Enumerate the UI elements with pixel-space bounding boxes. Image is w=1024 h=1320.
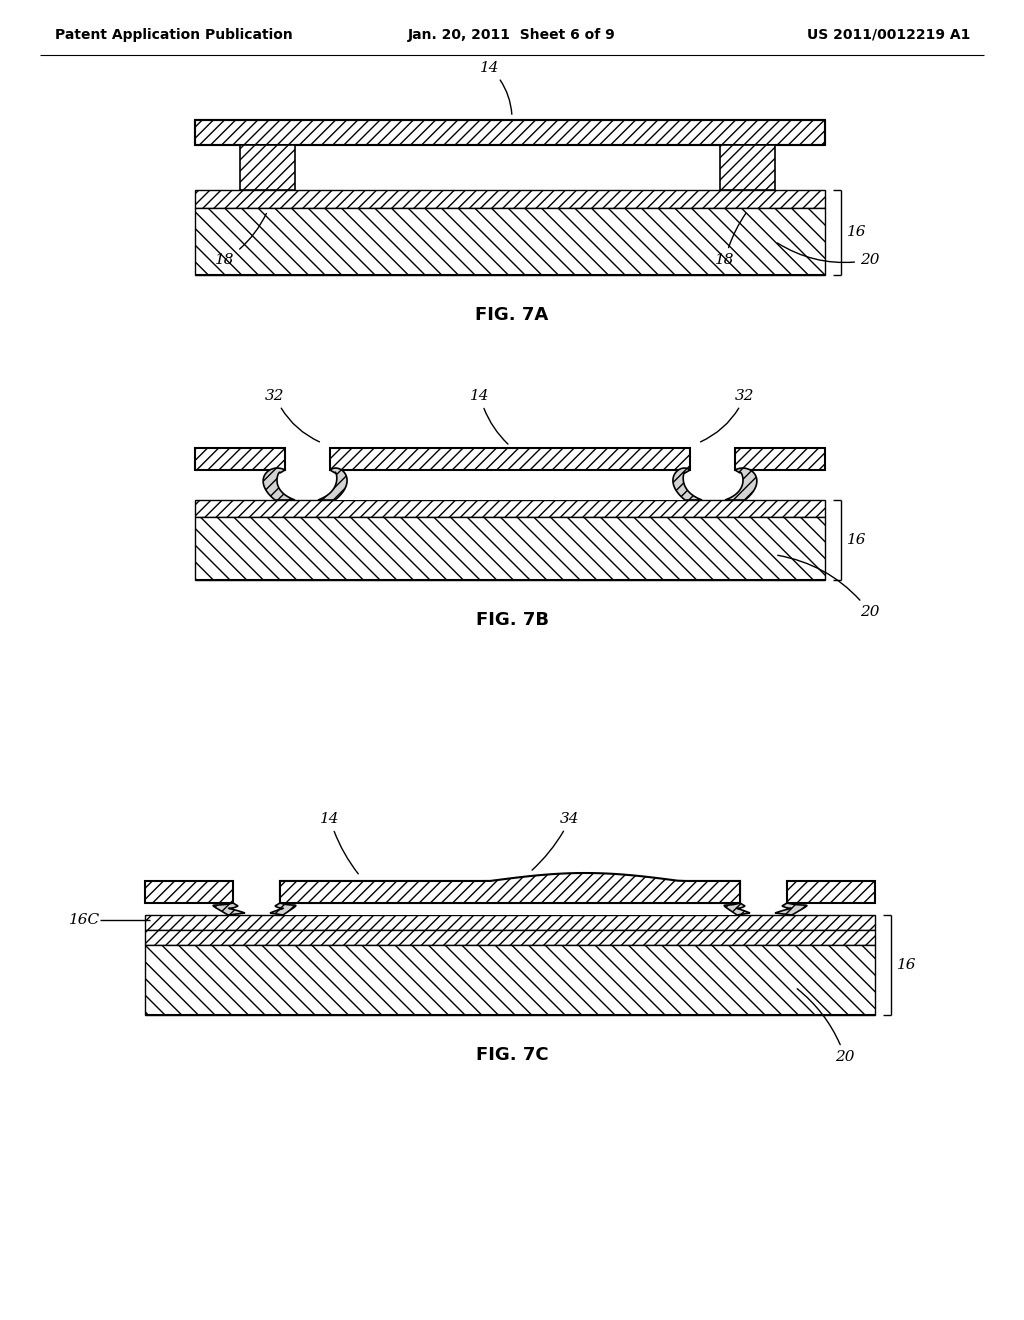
Text: Patent Application Publication: Patent Application Publication [55, 28, 293, 42]
Text: 16: 16 [897, 958, 916, 972]
Text: 14: 14 [480, 61, 512, 115]
Polygon shape [775, 903, 807, 915]
Text: FIG. 7C: FIG. 7C [476, 1045, 548, 1064]
Text: 20: 20 [777, 243, 880, 267]
Bar [195, 145, 825, 190]
Polygon shape [280, 873, 740, 903]
Bar [145, 945, 874, 1015]
Bar [195, 120, 825, 145]
Polygon shape [270, 903, 296, 915]
Bar [280, 903, 740, 915]
Bar [195, 500, 825, 517]
Bar [195, 447, 285, 470]
Bar [145, 880, 233, 903]
Bar [330, 470, 690, 500]
Text: 32: 32 [700, 389, 755, 442]
Bar [330, 447, 690, 470]
Polygon shape [263, 469, 295, 500]
Text: Jan. 20, 2011  Sheet 6 of 9: Jan. 20, 2011 Sheet 6 of 9 [409, 28, 615, 42]
Text: FIG. 7A: FIG. 7A [475, 306, 549, 323]
Bar [240, 145, 295, 190]
Text: 32: 32 [265, 389, 319, 442]
Bar [145, 915, 874, 931]
Text: 16: 16 [847, 533, 866, 546]
Text: 18: 18 [715, 214, 745, 267]
Polygon shape [318, 469, 347, 500]
Bar [735, 447, 825, 470]
Text: US 2011/0012219 A1: US 2011/0012219 A1 [807, 28, 970, 42]
Text: 20: 20 [778, 556, 880, 619]
Text: 16: 16 [847, 226, 866, 239]
Bar [195, 190, 825, 209]
Bar [720, 145, 775, 190]
Bar [280, 880, 740, 903]
Bar [145, 931, 874, 945]
Polygon shape [673, 469, 702, 500]
Text: 14: 14 [321, 812, 358, 874]
Polygon shape [213, 903, 245, 915]
Text: 18: 18 [215, 214, 266, 267]
Bar [787, 880, 874, 903]
Bar [195, 209, 825, 275]
Text: 14: 14 [470, 389, 508, 444]
Text: 34: 34 [532, 812, 580, 870]
Polygon shape [724, 903, 750, 915]
Bar [195, 517, 825, 579]
Polygon shape [725, 469, 757, 500]
Text: 16C: 16C [69, 913, 100, 927]
Text: FIG. 7B: FIG. 7B [475, 611, 549, 630]
Text: 20: 20 [797, 989, 855, 1064]
